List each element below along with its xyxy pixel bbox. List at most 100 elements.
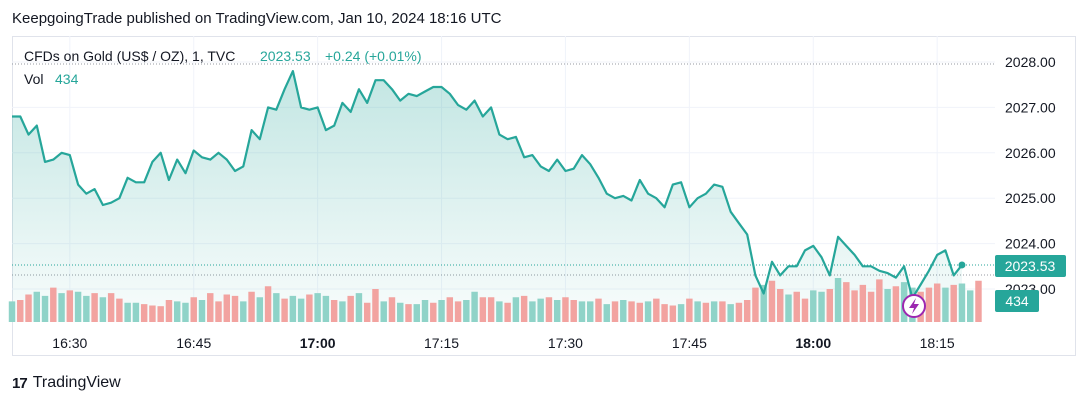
volume-bar: [628, 301, 635, 322]
last-price-dot: [958, 261, 966, 269]
price-chart[interactable]: 2028.00 2027.00 2026.00 2025.00 2024.00 2023.…: [0, 0, 1090, 370]
time-tick-label: 18:00: [795, 335, 831, 351]
volume-bar: [355, 293, 363, 322]
volume-bar: [248, 291, 255, 322]
volume-bar: [496, 301, 503, 322]
volume-bar: [834, 278, 842, 322]
volume-bar: [793, 291, 800, 322]
volume-bar: [950, 284, 957, 322]
volume-bar: [438, 300, 445, 322]
volume-bar: [25, 294, 32, 322]
volume-bar: [933, 283, 941, 322]
volume-bar: [8, 301, 16, 322]
volume-bar: [397, 302, 404, 322]
volume-bar: [116, 298, 123, 322]
time-tick-label: 18:15: [920, 335, 955, 351]
price-axis[interactable]: 2028.00 2027.00 2026.00 2025.00 2024.00 2023.…: [1005, 54, 1056, 297]
price-area: [12, 71, 962, 322]
volume-bar: [66, 290, 74, 322]
time-tick-label: 16:30: [52, 335, 87, 351]
volume-bars: [8, 278, 982, 322]
volume-bar: [413, 304, 420, 322]
footer-brand[interactable]: 17 TradingView: [12, 374, 121, 392]
legend-vol-value: 434: [55, 71, 79, 87]
time-tick-label: 17:15: [424, 335, 459, 351]
volume-bar: [620, 300, 627, 322]
volume-bar: [215, 301, 222, 322]
time-tick-label: 17:30: [548, 335, 583, 351]
volume-bar: [140, 304, 148, 322]
volume-bar: [41, 295, 49, 322]
volume-bar: [851, 290, 858, 322]
volume-bar: [289, 295, 297, 322]
volume-bar: [603, 304, 610, 322]
volume-bar: [867, 291, 875, 322]
volume-bar: [636, 302, 644, 322]
price-tick-label: 2028.00: [1005, 54, 1056, 70]
volume-bar: [529, 301, 536, 322]
volume-bar: [207, 293, 214, 322]
volume-bar: [892, 286, 900, 322]
volume-bar: [826, 289, 834, 322]
volume-bar: [446, 297, 454, 322]
volume-bar: [743, 300, 751, 322]
legend-vol-label[interactable]: Vol: [24, 71, 43, 87]
price-tick-label: 2024.00: [1005, 236, 1056, 252]
volume-bar: [653, 298, 660, 322]
volume-bar: [231, 295, 239, 322]
tradingview-logo-icon: 17: [12, 374, 28, 392]
volume-bar: [520, 295, 528, 322]
volume-bar: [240, 301, 247, 322]
volume-badge: 434: [995, 290, 1039, 312]
volume-bar: [545, 297, 553, 322]
volume-bar: [198, 300, 206, 322]
volume-bar: [17, 300, 24, 322]
volume-bar: [330, 300, 338, 322]
volume-bar: [760, 284, 767, 322]
volume-bar: [562, 297, 569, 322]
legend-symbol[interactable]: CFDs on Gold (US$ / OZ), 1, TVC: [24, 48, 235, 64]
volume-bar: [347, 295, 354, 322]
volume-bar: [595, 298, 602, 322]
lightning-icon[interactable]: [902, 294, 926, 318]
price-tick-label: 2026.00: [1005, 145, 1056, 161]
volume-bar: [752, 287, 759, 322]
volume-bar: [587, 301, 594, 322]
volume-bar: [735, 302, 743, 322]
volume-bar: [570, 300, 577, 322]
volume-bar: [512, 297, 520, 322]
volume-bar: [264, 286, 272, 322]
price-tick-label: 2025.00: [1005, 190, 1056, 206]
volume-bar: [768, 280, 776, 322]
volume-bar: [471, 291, 478, 322]
volume-bar: [281, 298, 288, 322]
volume-bar: [173, 301, 181, 322]
volume-bar: [83, 295, 90, 322]
volume-bar: [74, 291, 82, 322]
legend-last-price: 2023.53: [260, 48, 311, 64]
volume-bar: [454, 301, 462, 322]
volume-bar: [669, 305, 677, 322]
time-tick-label: 16:45: [176, 335, 211, 351]
volume-bar: [578, 301, 586, 322]
volume-bar: [107, 293, 115, 322]
volume-bar: [322, 295, 330, 322]
volume-bar: [256, 297, 264, 322]
volume-bar: [363, 302, 371, 322]
volume-bar: [694, 301, 701, 322]
volume-bar: [388, 297, 396, 322]
volume-bar: [182, 302, 189, 322]
volume-bar: [818, 291, 825, 322]
time-tick-label: 17:00: [300, 335, 336, 351]
price-area-fill: [12, 71, 962, 322]
volume-bar: [958, 283, 966, 322]
volume-bar: [611, 301, 619, 322]
volume-bar: [421, 300, 429, 322]
volume-bar: [686, 298, 693, 322]
time-axis[interactable]: 16:30 16:45 17:00 17:15 17:30 17:45 18:00 18:15: [52, 335, 955, 351]
volume-bar: [306, 294, 313, 322]
brand-name: TradingView: [32, 374, 121, 391]
price-tick-label: 2027.00: [1005, 99, 1056, 115]
volume-bar: [33, 291, 41, 322]
volume-bar: [975, 280, 982, 322]
